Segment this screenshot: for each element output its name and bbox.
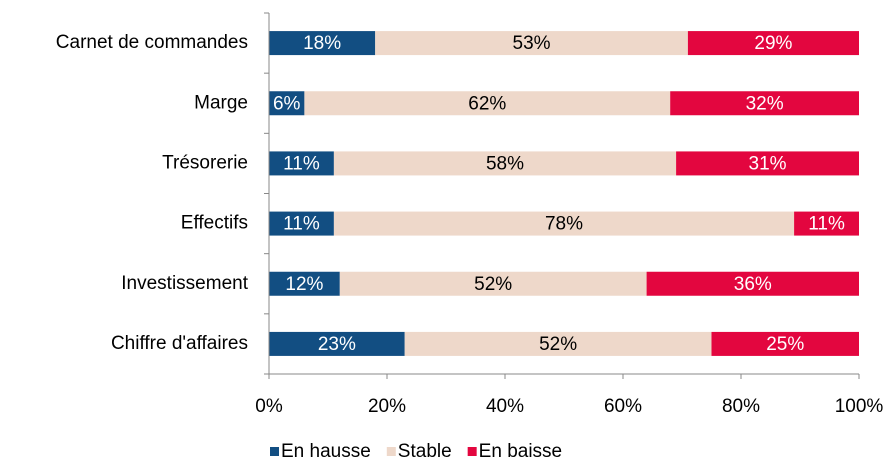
bar-segment — [269, 91, 305, 116]
data-label: 32% — [746, 93, 784, 114]
y-tick-label: Effectifs — [181, 213, 248, 234]
bar-segment — [269, 211, 334, 236]
data-label: 18% — [303, 33, 341, 54]
data-label: 12% — [285, 274, 323, 295]
data-label: 6% — [273, 93, 301, 114]
x-tick-label: 20% — [368, 396, 406, 417]
data-label: 29% — [754, 33, 792, 54]
data-label: 11% — [808, 214, 845, 235]
bar-segment — [269, 151, 334, 176]
bar-segment — [670, 91, 859, 116]
bar-segment — [269, 331, 405, 356]
bar-segment — [687, 31, 859, 56]
data-label: 36% — [734, 274, 772, 295]
data-label: 52% — [474, 274, 512, 295]
data-label: 25% — [766, 334, 804, 355]
x-tick-label: 0% — [255, 396, 283, 417]
data-label: 78% — [545, 214, 583, 235]
data-label: 52% — [539, 334, 577, 355]
y-tick-label: Marge — [194, 92, 248, 113]
bar-segment — [333, 151, 677, 176]
bar-segment — [269, 271, 340, 296]
legend-label: Stable — [398, 441, 452, 462]
bar-segment — [375, 31, 688, 56]
legend-swatch — [386, 447, 396, 456]
bar-segment — [646, 271, 859, 296]
legend-label: En baisse — [479, 441, 562, 462]
bar-segment — [404, 331, 712, 356]
data-label: 58% — [486, 153, 524, 174]
legend-swatch — [467, 447, 477, 456]
data-label: 53% — [513, 33, 551, 54]
legend-label: En hausse — [281, 441, 371, 462]
data-label: 23% — [318, 334, 356, 355]
y-tick-label: Chiffre d'affaires — [111, 333, 248, 354]
x-tick-label: 40% — [486, 396, 524, 417]
bar-segment — [269, 31, 376, 56]
bar-segment — [676, 151, 859, 176]
data-label: 11% — [283, 214, 320, 235]
bar-segment — [339, 271, 647, 296]
y-tick-label: Investissement — [121, 273, 248, 294]
x-tick-label: 100% — [835, 396, 884, 417]
data-label: 11% — [283, 153, 320, 174]
y-tick-label: Trésorerie — [162, 152, 248, 173]
bar-segment — [711, 331, 859, 356]
x-tick-label: 60% — [604, 396, 642, 417]
data-label: 31% — [749, 153, 787, 174]
bar-segment — [333, 211, 795, 236]
bar-segment — [304, 91, 671, 116]
x-tick-label: 80% — [722, 396, 760, 417]
legend-swatch — [270, 447, 279, 456]
data-label: 62% — [468, 93, 506, 114]
y-tick-label: Carnet de commandes — [56, 32, 248, 53]
bar-segment — [794, 211, 859, 236]
